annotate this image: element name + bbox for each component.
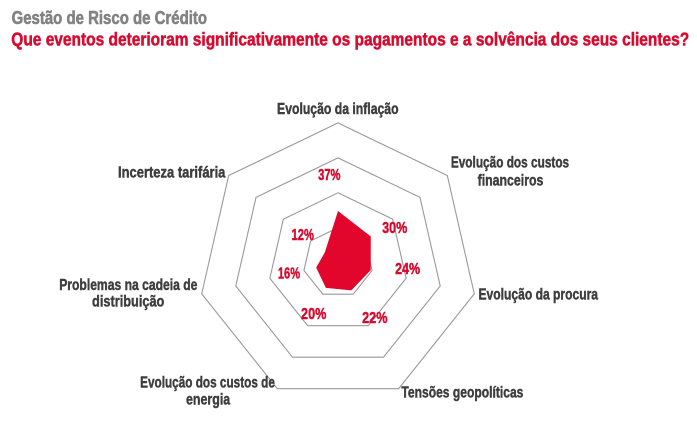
svg-text:Evolução da procura: Evolução da procura <box>479 286 599 303</box>
svg-text:Tensões geopolíticas: Tensões geopolíticas <box>401 384 523 401</box>
svg-text:Evolução dos custos de: Evolução dos custos de <box>140 375 275 392</box>
svg-text:22%: 22% <box>362 310 388 327</box>
svg-text:24%: 24% <box>395 261 420 278</box>
svg-text:37%: 37% <box>318 167 341 184</box>
svg-text:Que eventos deterioram signifi: Que eventos deterioram significativament… <box>11 30 689 50</box>
svg-text:Evolução dos custos: Evolução dos custos <box>451 154 569 171</box>
svg-text:20%: 20% <box>301 306 327 323</box>
svg-text:Gestão de Risco de Crédito: Gestão de Risco de Crédito <box>12 8 207 28</box>
svg-text:distribuição: distribuição <box>92 294 164 311</box>
svg-text:energia: energia <box>186 391 231 408</box>
svg-text:financeiros: financeiros <box>478 172 544 189</box>
svg-text:30%: 30% <box>382 220 407 237</box>
svg-text:16%: 16% <box>278 266 300 283</box>
svg-text:12%: 12% <box>292 227 315 244</box>
svg-text:Problemas na cadeia de: Problemas na cadeia de <box>59 277 197 294</box>
svg-text:Incerteza tarifária: Incerteza tarifária <box>118 164 226 181</box>
svg-text:Evolução da inflação: Evolução da inflação <box>277 101 399 118</box>
